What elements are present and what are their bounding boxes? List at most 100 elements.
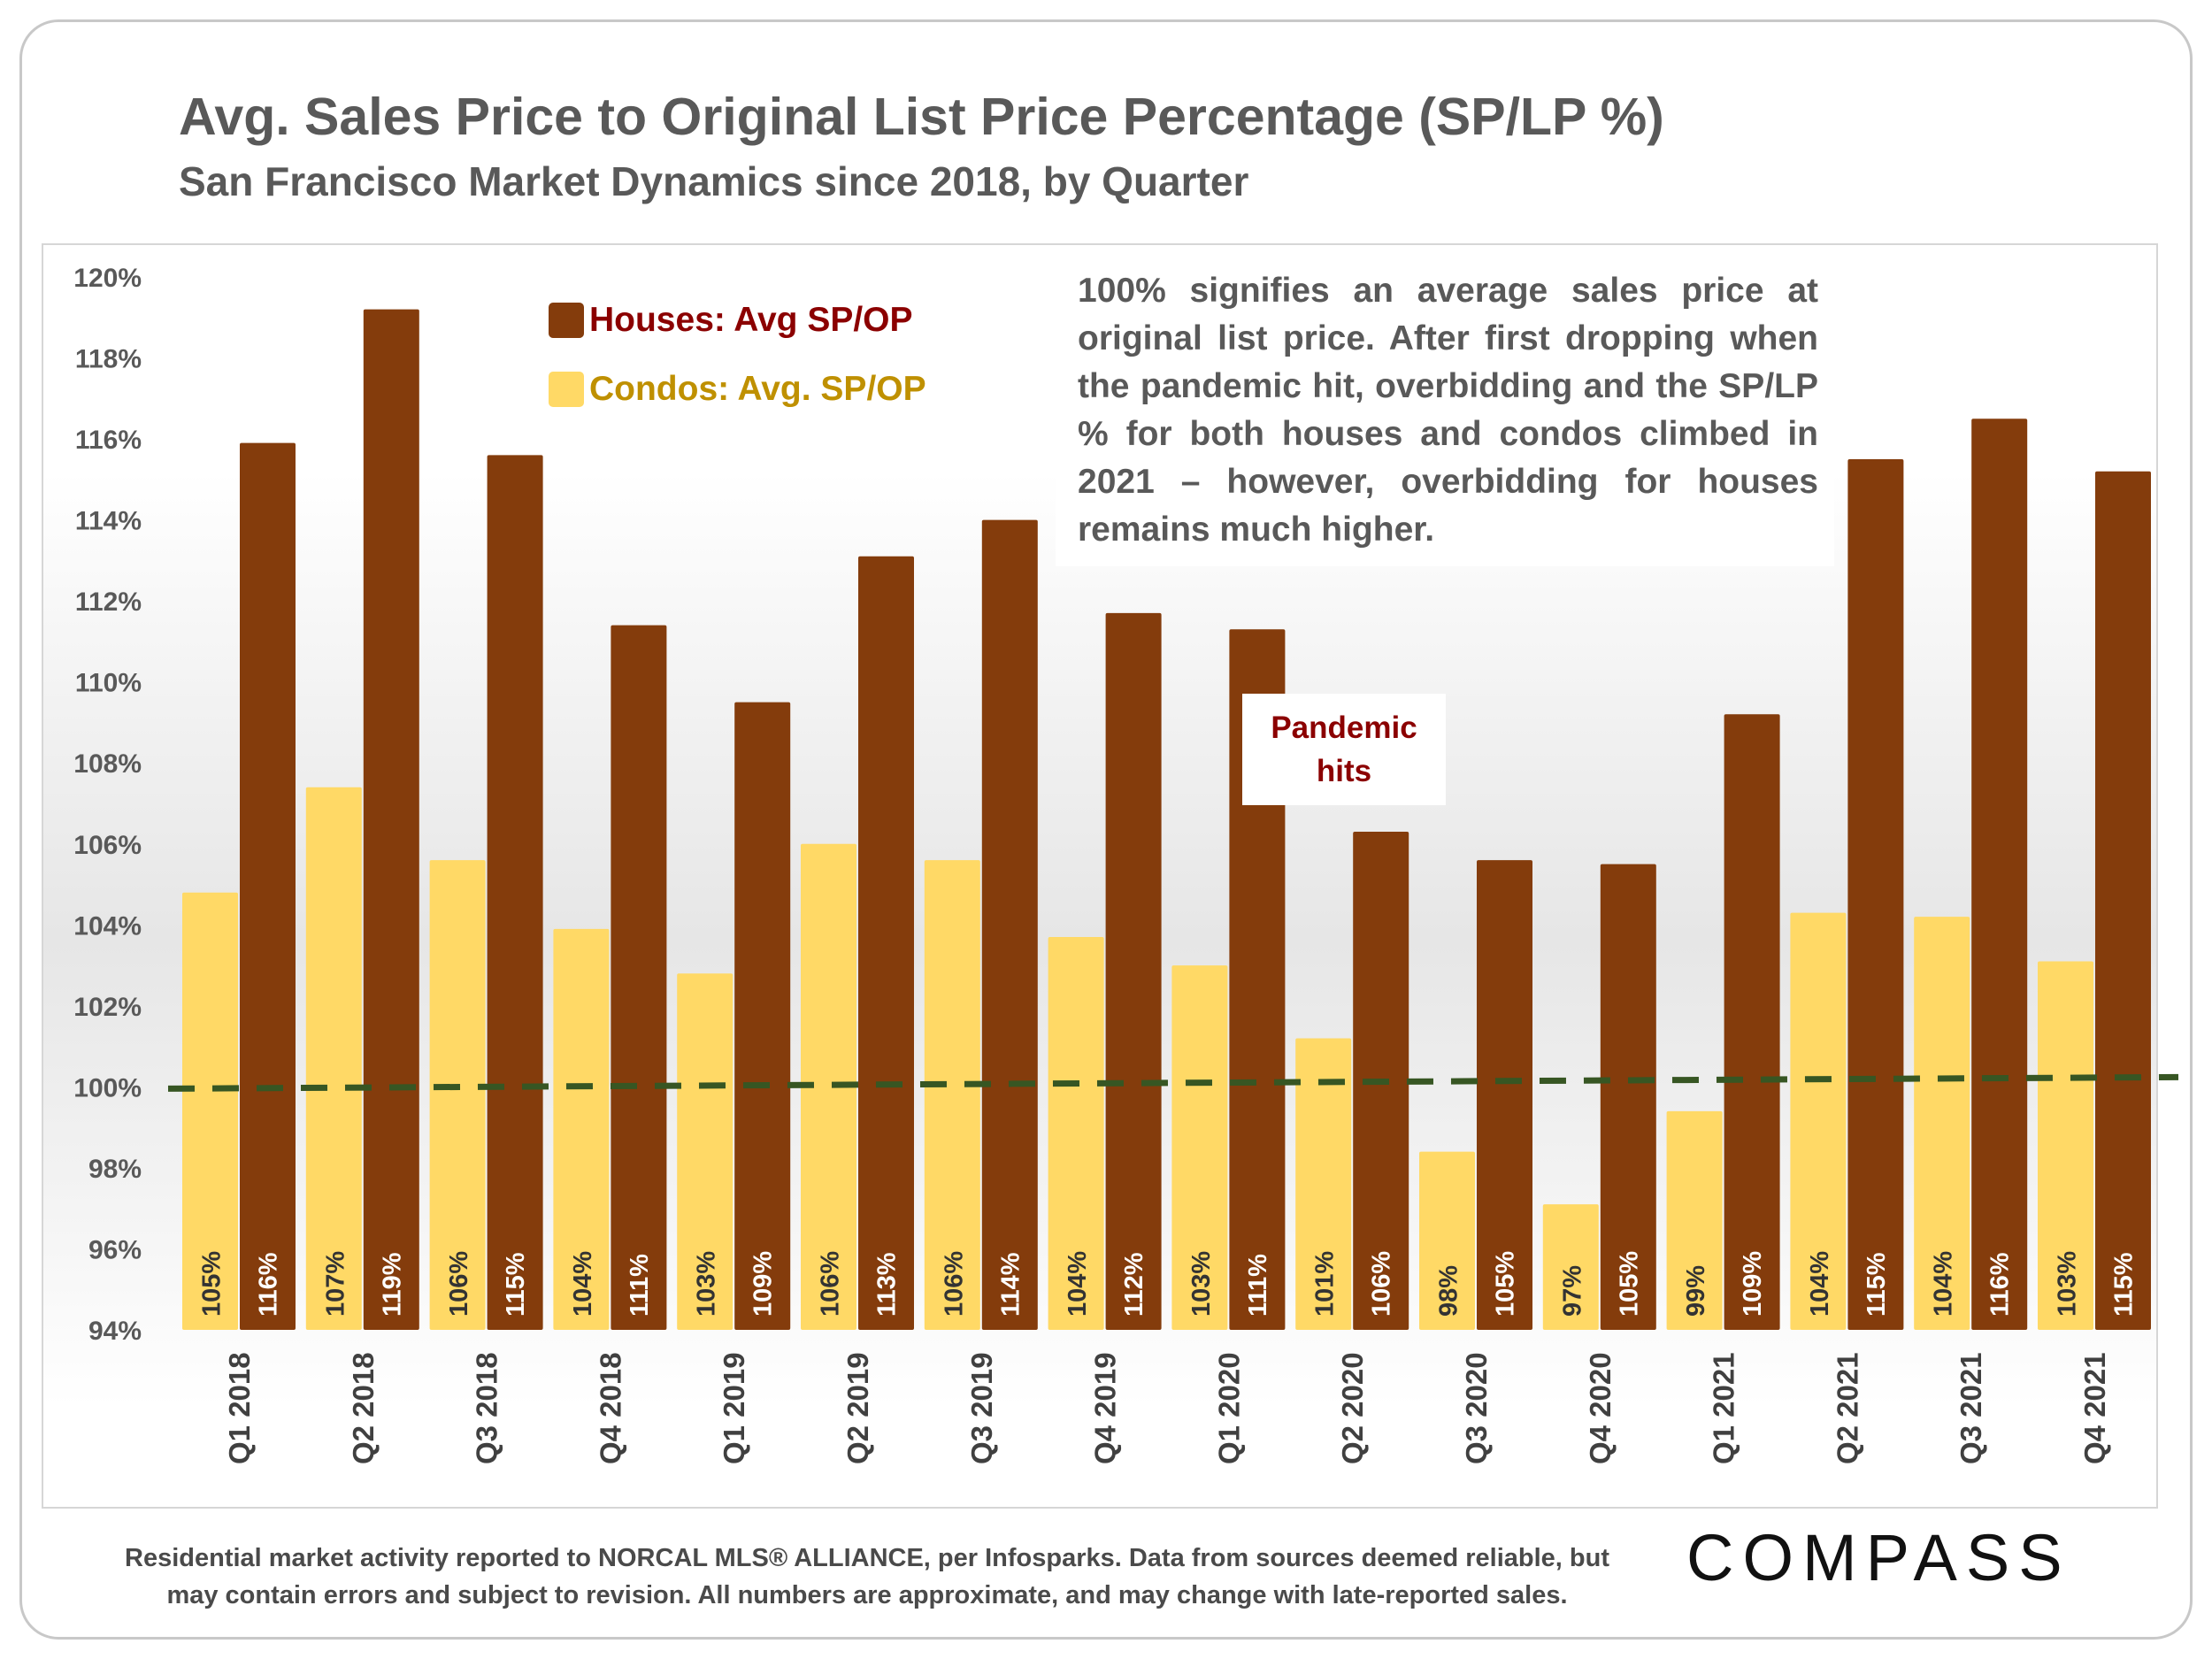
x-tick-label: Q1 2019 xyxy=(718,1352,750,1464)
condo-bar xyxy=(1914,917,1970,1330)
house-data-label: 105% xyxy=(1492,1251,1520,1317)
footer-line-2: may contain errors and subject to revisi… xyxy=(166,1581,1568,1609)
y-tick-label: 98% xyxy=(88,1155,142,1184)
condo-data-label: 104% xyxy=(1930,1251,1958,1317)
chart-subtitle: San Francisco Market Dynamics since 2018… xyxy=(179,158,1249,204)
x-tick-label: Q3 2018 xyxy=(471,1352,503,1464)
house-bar xyxy=(981,519,1038,1330)
legend-houses: Houses: Avg SP/OP xyxy=(549,301,913,340)
house-bar xyxy=(858,556,914,1330)
condo-data-label: 107% xyxy=(321,1251,349,1317)
house-data-label: 113% xyxy=(873,1252,902,1317)
house-bar xyxy=(734,702,791,1330)
house-data-label: 109% xyxy=(749,1251,778,1317)
house-data-label: 106% xyxy=(1368,1251,1396,1317)
y-tick-label: 112% xyxy=(75,588,142,617)
house-data-label: 116% xyxy=(1986,1252,2015,1317)
house-bar xyxy=(1847,458,1904,1330)
condo-bar xyxy=(182,892,238,1330)
condo-data-label: 99% xyxy=(1682,1265,1710,1317)
condo-data-label: 104% xyxy=(569,1251,597,1317)
y-tick-label: 100% xyxy=(73,1073,142,1102)
condo-bar xyxy=(801,843,856,1330)
condo-data-label: 104% xyxy=(1064,1251,1092,1317)
house-data-label: 109% xyxy=(1739,1251,1767,1317)
house-bar xyxy=(1477,860,1532,1330)
x-tick-label: Q3 2019 xyxy=(965,1352,998,1464)
x-tick-label: Q4 2019 xyxy=(1089,1352,1122,1464)
house-bar xyxy=(1724,714,1780,1330)
condo-bar xyxy=(1666,1110,1723,1330)
house-data-label: 105% xyxy=(1615,1251,1643,1317)
house-data-label: 115% xyxy=(2110,1252,2139,1317)
house-bar xyxy=(487,455,543,1330)
condo-data-label: 104% xyxy=(1806,1251,1834,1317)
condo-bar xyxy=(1048,937,1104,1330)
x-tick-label: Q2 2020 xyxy=(1336,1352,1369,1464)
legend-houses-swatch xyxy=(549,303,584,338)
y-tick-label: 94% xyxy=(88,1317,142,1346)
y-tick-label: 120% xyxy=(73,264,142,293)
legend-condos: Condos: Avg. SP/OP xyxy=(549,370,926,409)
condo-bar xyxy=(2038,961,2093,1330)
condo-bar xyxy=(1790,912,1847,1330)
footer-line-1: Residential market activity reported to … xyxy=(125,1544,1609,1572)
y-tick-label: 104% xyxy=(73,911,142,941)
condo-data-label: 103% xyxy=(2054,1251,2082,1317)
chart-title: Avg. Sales Price to Original List Price … xyxy=(179,88,1664,146)
house-data-label: 112% xyxy=(1120,1252,1148,1317)
house-bar xyxy=(363,309,419,1331)
compass-logo: COMPASS xyxy=(1686,1521,2071,1594)
annotation-box: 100% signifies an average sales price at… xyxy=(1056,258,1834,566)
house-bar xyxy=(2095,471,2151,1330)
reference-line-100 xyxy=(167,1073,2179,1092)
legend-condos-label: Condos: Avg. SP/OP xyxy=(589,370,926,408)
condo-bar xyxy=(1542,1204,1599,1330)
x-tick-label: Q2 2021 xyxy=(1831,1352,1863,1464)
legend-condos-swatch xyxy=(549,372,584,407)
y-tick-label: 116% xyxy=(75,426,142,455)
y-tick-label: 114% xyxy=(75,507,142,536)
house-data-label: 116% xyxy=(255,1252,283,1317)
condo-bar xyxy=(1419,1151,1475,1330)
condo-bar xyxy=(305,787,362,1330)
x-tick-label: Q4 2020 xyxy=(1584,1352,1617,1464)
y-tick-label: 106% xyxy=(73,831,142,860)
condo-data-label: 98% xyxy=(1435,1265,1463,1317)
x-tick-label: Q2 2018 xyxy=(347,1352,380,1464)
condo-bar xyxy=(553,928,610,1330)
x-tick-label: Q3 2021 xyxy=(1955,1352,1987,1464)
bar-chart: 94% 96% 98% 100% 102% 104% 106% 108% 110% 112% 114… xyxy=(73,264,2179,1464)
house-bar xyxy=(611,625,667,1330)
condo-data-label: 101% xyxy=(1311,1251,1340,1317)
legend-houses-label: Houses: Avg SP/OP xyxy=(589,301,913,339)
condo-bar xyxy=(924,860,980,1330)
y-tick-label: 110% xyxy=(75,669,142,698)
house-bar xyxy=(240,442,296,1331)
house-data-label: 119% xyxy=(378,1252,406,1317)
condo-data-label: 97% xyxy=(1558,1265,1586,1317)
x-tick-label: Q4 2021 xyxy=(2078,1352,2111,1464)
x-tick-label: Q4 2018 xyxy=(594,1352,626,1464)
x-tick-label: Q1 2020 xyxy=(1212,1352,1245,1464)
house-data-label: 115% xyxy=(1863,1252,1891,1317)
x-tick-label: Q3 2020 xyxy=(1460,1352,1493,1464)
x-tick-label: Q1 2021 xyxy=(1708,1352,1740,1464)
condo-data-label: 103% xyxy=(693,1251,721,1317)
condo-bar xyxy=(677,973,733,1330)
y-tick-label: 102% xyxy=(73,993,142,1022)
house-bar xyxy=(1600,864,1656,1330)
condo-data-label: 106% xyxy=(445,1251,473,1317)
condo-bar xyxy=(1171,965,1228,1330)
house-data-label: 115% xyxy=(502,1252,530,1317)
house-bar xyxy=(1105,612,1162,1330)
y-tick-label: 118% xyxy=(75,345,142,374)
condo-bar xyxy=(1295,1038,1352,1330)
condo-data-label: 105% xyxy=(198,1251,227,1317)
footer-disclaimer: Residential market activity reported to … xyxy=(53,1540,1681,1614)
y-tick-label: 108% xyxy=(73,749,142,779)
house-data-label: 111% xyxy=(1244,1254,1272,1317)
x-tick-label: Q1 2018 xyxy=(223,1352,256,1464)
pandemic-line-1: Pandemic xyxy=(1271,710,1417,745)
pandemic-line-2: hits xyxy=(1316,754,1372,788)
